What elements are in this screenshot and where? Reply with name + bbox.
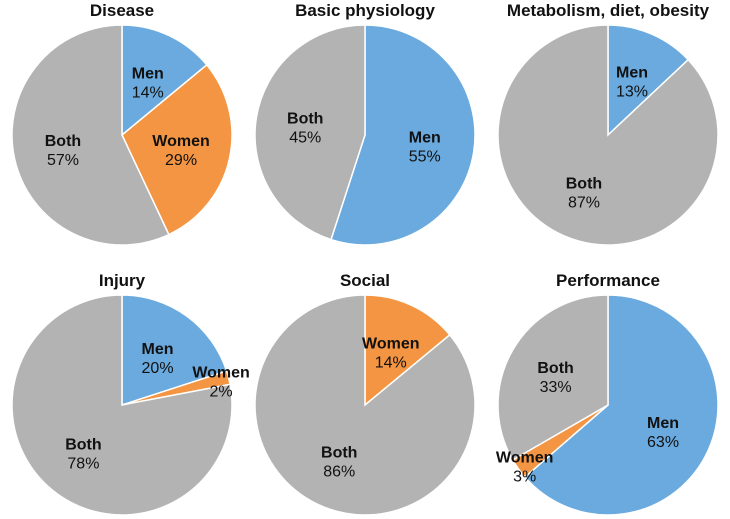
slice-value-label: 20% bbox=[142, 360, 174, 377]
pie-title: Metabolism, diet, obesity bbox=[507, 1, 710, 20]
slice-value-label: 14% bbox=[132, 84, 164, 101]
pie-injury: Injury Men 20% Women 2% Both 78% bbox=[11, 271, 250, 516]
pie-title: Injury bbox=[99, 271, 146, 290]
slice-value-label: 3% bbox=[513, 468, 536, 485]
slice-label: Both bbox=[65, 437, 101, 454]
pie-basic-physiology: Basic physiology Men 55% Both 45% bbox=[254, 1, 476, 246]
pie-title: Social bbox=[340, 271, 390, 290]
pie-slice-men bbox=[330, 24, 476, 246]
pie-title: Basic physiology bbox=[295, 1, 435, 20]
slice-label: Both bbox=[537, 360, 573, 377]
pie-slice-men bbox=[607, 24, 690, 137]
pie-social: Social Women 14% Both 86% bbox=[254, 271, 476, 516]
pie-disease: Disease Men 14% Women 29% Both 57% bbox=[11, 1, 233, 246]
slice-value-label: 29% bbox=[165, 152, 197, 169]
slice-value-label: 57% bbox=[47, 152, 79, 169]
slice-label: Both bbox=[321, 445, 357, 462]
slice-label: Both bbox=[45, 133, 81, 150]
pie-slice-both bbox=[11, 24, 170, 246]
pie-slice-men bbox=[121, 24, 208, 137]
pie-slice-both bbox=[11, 294, 233, 516]
pie-slice-both bbox=[497, 294, 609, 462]
pie-title: Performance bbox=[556, 271, 660, 290]
slice-value-label: 55% bbox=[409, 148, 441, 165]
pie-slice-men bbox=[523, 294, 719, 516]
slice-label: Men bbox=[142, 341, 174, 358]
pie-metabolism-diet-obesity: Metabolism, diet, obesity Men 13% Both 87% bbox=[497, 1, 719, 246]
slice-value-label: 2% bbox=[210, 384, 233, 401]
slice-value-label: 13% bbox=[616, 83, 648, 100]
pie-performance: Performance Men 63% Women 3% Both 33% bbox=[496, 271, 719, 516]
slice-label: Women bbox=[192, 365, 249, 382]
slice-value-label: 33% bbox=[540, 379, 572, 396]
slice-label: Men bbox=[409, 129, 441, 146]
slice-value-label: 14% bbox=[375, 354, 407, 371]
slice-label: Women bbox=[496, 449, 553, 466]
slice-label: Both bbox=[566, 176, 602, 193]
slice-label: Men bbox=[132, 65, 164, 82]
pie-slice-women bbox=[364, 294, 451, 407]
slice-value-label: 86% bbox=[323, 464, 355, 481]
slice-label: Men bbox=[647, 415, 679, 432]
pie-slice-both bbox=[497, 24, 719, 246]
pie-slice-both bbox=[254, 294, 476, 516]
slice-label: Both bbox=[287, 111, 323, 128]
pie-slice-both bbox=[254, 24, 366, 241]
slice-value-label: 78% bbox=[67, 456, 99, 473]
pie-title: Disease bbox=[90, 1, 154, 20]
slice-label: Men bbox=[616, 64, 648, 81]
slice-value-label: 87% bbox=[568, 195, 600, 212]
slice-value-label: 45% bbox=[289, 130, 321, 147]
slice-value-label: 63% bbox=[647, 434, 679, 451]
slice-label: Women bbox=[152, 133, 209, 150]
pie-slice-men bbox=[121, 294, 228, 407]
slice-label: Women bbox=[362, 335, 419, 352]
